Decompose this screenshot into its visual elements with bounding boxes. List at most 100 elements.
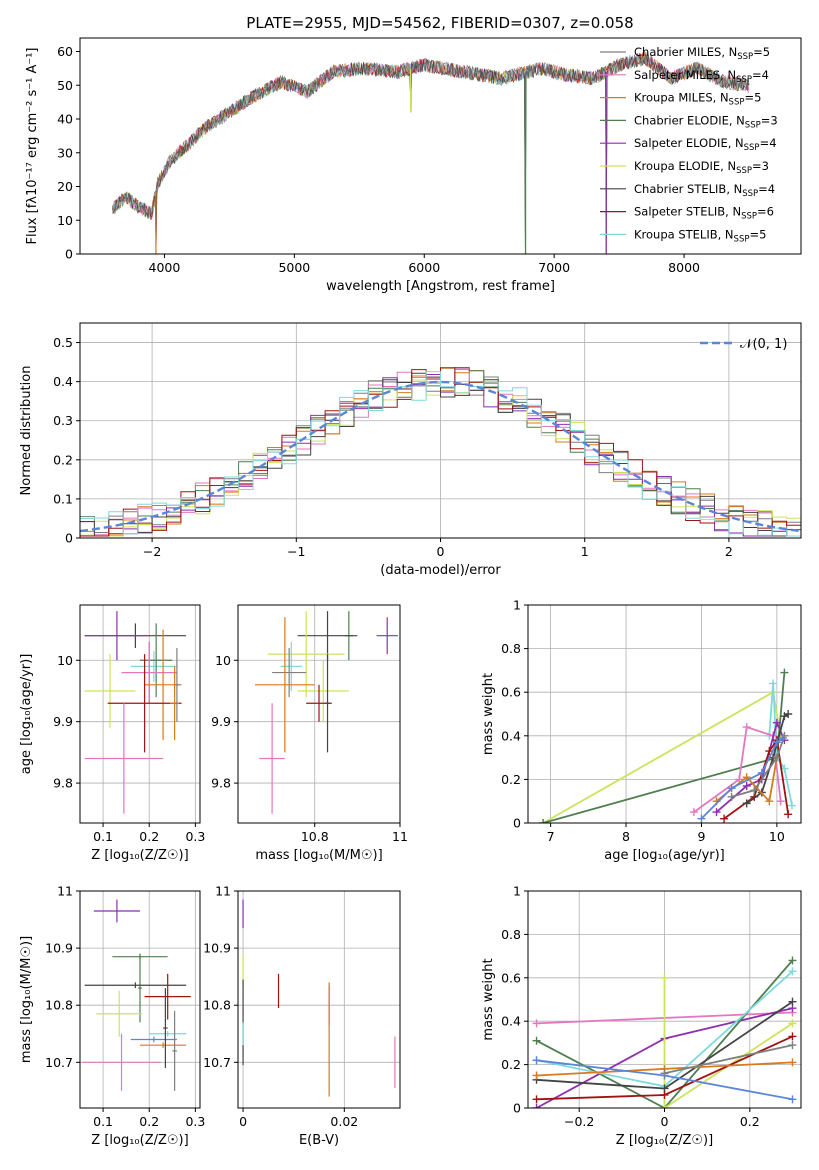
- legend-entry: Salpeter ELODIE, NSSP=4: [634, 136, 777, 153]
- weight-marker: [788, 997, 797, 1006]
- figure-title: PLATE=2955, MJD=54562, FIBERID=0307, z=0…: [246, 14, 633, 32]
- x-axis-label: Z [log₁₀(Z/Z☉)]: [91, 848, 188, 863]
- y-tick-label: 1: [513, 884, 521, 899]
- x-tick-label: 7: [547, 829, 555, 844]
- x-tick-label: 5000: [278, 260, 310, 275]
- panel-weight_vs_age: 7 8 9 10 0 0.2 0.4 0.6 0.8 1 age [log₁₀(age/yr)] ma…: [481, 598, 802, 863]
- plots-layer: 4000 5000 6000 7000 80000102030405060wavelen…: [19, 37, 802, 1149]
- y-tick-label: 30: [57, 145, 73, 160]
- weight-marker: [788, 1019, 797, 1028]
- x-axis-label: Z [log₁₀(Z/Z☉)]: [616, 1133, 713, 1148]
- y-axis-label: Flux [fλ10⁻¹⁷ erg cm⁻² s⁻¹ A⁻¹]: [25, 48, 40, 245]
- weight-marker: [532, 1071, 541, 1080]
- weight-marker: [712, 808, 721, 817]
- x-axis-label: (data-model)/error: [380, 563, 501, 578]
- weight-marker: [539, 819, 548, 823]
- legend-entry: Kroupa STELIB, NSSP=5: [634, 227, 766, 244]
- y-tick-label: 9.8: [211, 776, 231, 791]
- weight-marker: [772, 718, 781, 727]
- weight-marker: [720, 814, 729, 823]
- x-tick-label: 0.2: [740, 1114, 760, 1129]
- x-tick-label: 10: [769, 829, 785, 844]
- weight-marker: [788, 1095, 797, 1104]
- axes-frame: [79, 890, 201, 1109]
- weight-marker: [788, 1041, 797, 1050]
- y-tick-label: 0.4: [53, 374, 73, 389]
- weight-marker: [532, 1104, 541, 1108]
- x-tick-label: 0: [437, 544, 445, 559]
- spectrum-line-0: [112, 52, 750, 254]
- weight-marker: [788, 1058, 797, 1067]
- spectrum-line-3: [112, 53, 750, 254]
- plot-area: [242, 899, 396, 1097]
- spectrum-line-6: [112, 52, 750, 254]
- weight-marker: [660, 1090, 669, 1099]
- y-tick-label: 0.6: [501, 970, 521, 985]
- x-tick-label: 0.3: [185, 1114, 205, 1129]
- weight-marker: [532, 1019, 541, 1028]
- weight-marker: [742, 723, 751, 732]
- plot-area: [539, 668, 796, 823]
- panel-age_vs_Z: 0.1 0.2 0.3 9.8 9.9 10 Z [log₁₀(Z/Z☉)] age [log…: [19, 604, 205, 863]
- y-tick-label: 0: [65, 247, 73, 262]
- y-tick-label: 10: [215, 653, 231, 668]
- panel-age_vs_mass: 10.8 11 9.8 9.9 10 mass [log₁₀(M/M☉)]: [211, 604, 408, 863]
- plot-area: [255, 611, 398, 814]
- y-axis-label: Normed distribution: [19, 366, 34, 496]
- axes-frame: [237, 890, 401, 1109]
- weight-marker: [784, 710, 793, 718]
- x-tick-label: 8: [622, 829, 630, 844]
- legend-entry: Chabrier STELIB, NSSP=4: [634, 182, 775, 199]
- weight-marker: [532, 1095, 541, 1104]
- panel-residuals: −2 −1 0 1 2 0 0.1 0.2 0.3 0.4 0.5 (data-model)/erro…: [19, 322, 802, 578]
- x-tick-label: 0.2: [139, 1114, 159, 1129]
- panel-weight_vs_Z: −0.2 0 0.2 0 0.2 0.4 0.6 0.8 1 Z [log₁₀(Z/Z☉)] mas…: [481, 884, 802, 1148]
- weight-marker: [750, 786, 759, 795]
- y-tick-label: 10: [57, 653, 73, 668]
- legend-entry: Kroupa MILES, NSSP=5: [634, 91, 761, 108]
- x-axis-label: E(B-V): [299, 1133, 339, 1148]
- plot-area: [532, 956, 797, 1108]
- x-tick-label: −2: [143, 544, 161, 559]
- x-tick-label: −1: [287, 544, 305, 559]
- x-tick-label: 0.02: [330, 1114, 358, 1129]
- x-tick-label: 6000: [408, 260, 440, 275]
- weight-line-9: [664, 1044, 793, 1075]
- plot-area: [112, 50, 750, 254]
- y-tick-label: 0.8: [501, 927, 521, 942]
- panel-mass_vs_Z: 0.1 0.2 0.3 10.7 10.8 10.9 11 Z [log₁₀(Z/Z☉)] ma…: [19, 884, 205, 1149]
- plot-area: [84, 611, 187, 814]
- normal-curve: [80, 380, 801, 533]
- y-tick-label: 9.9: [53, 714, 73, 729]
- y-tick-label: 0: [65, 531, 73, 546]
- weight-marker: [757, 768, 766, 777]
- legend-entry: Salpeter MILES, NSSP=4: [634, 68, 769, 85]
- x-tick-label: 9: [697, 829, 705, 844]
- legend-entry: Salpeter STELIB, NSSP=6: [634, 205, 774, 222]
- weight-marker: [660, 973, 669, 982]
- y-tick-label: 10.9: [45, 941, 73, 956]
- x-tick-label: 0: [661, 1114, 669, 1129]
- weight-marker: [660, 1069, 669, 1078]
- weight-marker: [697, 814, 706, 823]
- weight-marker: [727, 792, 736, 801]
- x-axis-label: mass [log₁₀(M/M☉)]: [255, 848, 382, 863]
- y-tick-label: 0.4: [501, 1014, 521, 1029]
- y-tick-label: 20: [57, 179, 73, 194]
- x-tick-label: 7000: [538, 260, 570, 275]
- weight-marker: [772, 753, 781, 762]
- weight-marker: [689, 808, 698, 817]
- weight-line-8: [731, 735, 786, 798]
- y-axis-label: mass [log₁₀(M/M☉)]: [19, 936, 34, 1063]
- y-tick-label: 0: [513, 1101, 521, 1116]
- axes-frame: [237, 604, 401, 824]
- y-tick-label: 0: [513, 816, 521, 831]
- weight-marker: [788, 1032, 797, 1041]
- y-tick-label: 10.8: [203, 998, 231, 1013]
- weight-marker: [742, 781, 751, 790]
- y-tick-label: 10.9: [203, 941, 231, 956]
- legend-entry: Kroupa ELODIE, NSSP=3: [634, 159, 769, 176]
- y-tick-label: 10.7: [203, 1055, 231, 1070]
- weight-marker: [765, 797, 774, 806]
- x-tick-label: 4000: [149, 260, 181, 275]
